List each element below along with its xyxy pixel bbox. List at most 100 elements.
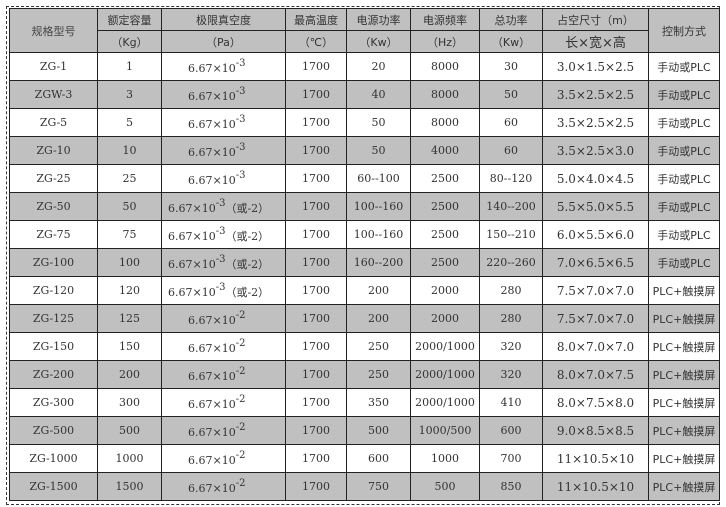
cell-control: 手动或PLC [648, 80, 720, 109]
cell-capacity: 10 [97, 136, 162, 165]
cell-frequency: 2000/1000 [410, 360, 480, 389]
cell-frequency: 2000/1000 [410, 388, 480, 417]
header-title: 电源频率 [410, 8, 480, 31]
cell-model: ZG-300 [9, 388, 98, 417]
cell-total-power: 280 [479, 304, 543, 333]
cell-model: ZG-1000 [9, 444, 98, 473]
header-unit: （Pa） [161, 30, 286, 53]
vacuum-exponent: -2 [235, 366, 246, 377]
cell-frequency: 1000 [410, 444, 480, 473]
vacuum-base: 6.67×10 [188, 426, 236, 439]
cell-total-power: 140--200 [479, 192, 543, 221]
cell-power: 50 [346, 136, 411, 165]
cell-temperature: 1700 [285, 192, 347, 221]
cell-model: ZG-50 [9, 192, 98, 221]
vacuum-suffix: （或-2） [225, 229, 270, 243]
cell-size: 11×10.5×10 [542, 444, 649, 473]
table-row: ZG-10 10 6.67×10-3 1700 50 4000 60 3.5×2.5×3.0 手… [9, 136, 720, 165]
cell-frequency: 500 [410, 472, 480, 501]
vacuum-exponent: -3 [235, 114, 246, 125]
table-row: ZG-5 5 6.67×10-3 1700 50 8000 60 3.5×2.5×2.5 手动或… [9, 108, 720, 137]
cell-capacity: 3 [97, 80, 162, 109]
cell-power: 20 [346, 52, 411, 81]
cell-model: ZG-120 [9, 276, 98, 305]
cell-model: ZG-1500 [9, 472, 98, 501]
table-row: ZG-1500 1500 6.67×10-2 1700 750 500 850 11×10.5… [9, 472, 720, 501]
cell-power: 350 [346, 388, 411, 417]
cell-frequency: 2000/1000 [410, 332, 480, 361]
cell-control: 手动或PLC [648, 192, 720, 221]
cell-total-power: 700 [479, 444, 543, 473]
vacuum-base: 6.67×10 [188, 482, 236, 495]
header-control: 控制方式 [648, 8, 720, 53]
header-title: 占空尺寸（m） [542, 8, 649, 31]
cell-vacuum: 6.67×10-3 [161, 108, 286, 137]
cell-capacity: 300 [97, 388, 162, 417]
vacuum-exponent: -3 [235, 86, 246, 97]
header-title: 额定容量 [97, 8, 162, 31]
header-title: 最高温度 [285, 8, 347, 31]
header-unit: （Hz） [410, 30, 480, 53]
header-unit: 长×宽×高 [542, 30, 649, 53]
vacuum-base: 6.67×10 [168, 201, 216, 215]
cell-temperature: 1700 [285, 388, 347, 417]
cell-vacuum: 6.67×10-2 [161, 416, 286, 445]
vacuum-base: 6.67×10 [188, 174, 236, 187]
cell-frequency: 8000 [410, 108, 480, 137]
cell-frequency: 2000 [410, 276, 480, 305]
vacuum-exponent: -3 [215, 225, 226, 237]
cell-control: 手动或PLC [648, 220, 720, 249]
vacuum-base: 6.67×10 [168, 285, 216, 299]
cell-total-power: 220--260 [479, 248, 543, 277]
cell-size: 3.5×2.5×3.0 [542, 136, 649, 165]
cell-total-power: 50 [479, 80, 543, 109]
vacuum-base: 6.67×10 [188, 90, 236, 103]
cell-vacuum: 6.67×10-2 [161, 332, 286, 361]
cell-vacuum: 6.67×10-3（或-2） [161, 220, 286, 249]
cell-total-power: 80--120 [479, 164, 543, 193]
cell-total-power: 60 [479, 136, 543, 165]
cell-power: 100--160 [346, 192, 411, 221]
cell-power: 250 [346, 360, 411, 389]
vacuum-suffix: （或-2） [225, 285, 270, 299]
cell-vacuum: 6.67×10-3（或-2） [161, 276, 286, 305]
header-row-titles: 规格型号 额定容量 极限真空度 最高温度 电源功率 电源频率 总功率 占空尺寸（… [9, 8, 720, 53]
cell-temperature: 1700 [285, 136, 347, 165]
table-row: ZG-1000 1000 6.67×10-2 1700 600 1000 700 11×10.… [9, 444, 720, 473]
vacuum-exponent: -3 [215, 253, 226, 265]
cell-temperature: 1700 [285, 416, 347, 445]
cell-power: 500 [346, 416, 411, 445]
cell-capacity: 1000 [97, 444, 162, 473]
cell-temperature: 1700 [285, 80, 347, 109]
cell-temperature: 1700 [285, 472, 347, 501]
cell-size: 7.5×7.0×7.0 [542, 276, 649, 305]
table-row: ZG-500 500 6.67×10-2 1700 500 1000/500 600 9.0×… [9, 416, 720, 445]
vacuum-suffix: （或-2） [225, 201, 270, 215]
vacuum-base: 6.67×10 [188, 398, 236, 411]
cell-capacity: 200 [97, 360, 162, 389]
cell-model: ZG-200 [9, 360, 98, 389]
cell-vacuum: 6.67×10-2 [161, 444, 286, 473]
vacuum-base: 6.67×10 [168, 257, 216, 271]
cell-temperature: 1700 [285, 108, 347, 137]
cell-vacuum: 6.67×10-3 [161, 52, 286, 81]
cell-frequency: 2500 [410, 248, 480, 277]
cell-control: 手动或PLC [648, 248, 720, 277]
cell-size: 5.5×5.0×5.5 [542, 192, 649, 221]
vacuum-base: 6.67×10 [188, 118, 236, 131]
cell-power: 200 [346, 276, 411, 305]
cell-capacity: 75 [97, 220, 162, 249]
cell-power: 100--160 [346, 220, 411, 249]
cell-frequency: 2000 [410, 304, 480, 333]
spec-table-container: 规格型号 额定容量 极限真空度 最高温度 电源功率 电源频率 总功率 占空尺寸（… [6, 6, 720, 505]
cell-model: ZG-1 [9, 52, 98, 81]
cell-vacuum: 6.67×10-3 [161, 80, 286, 109]
cell-power: 250 [346, 332, 411, 361]
cell-capacity: 150 [97, 332, 162, 361]
cell-temperature: 1700 [285, 332, 347, 361]
cell-total-power: 320 [479, 360, 543, 389]
cell-model: ZG-25 [9, 164, 98, 193]
cell-model: ZG-5 [9, 108, 98, 137]
cell-size: 8.0×7.5×8.0 [542, 388, 649, 417]
vacuum-exponent: -3 [235, 58, 246, 69]
